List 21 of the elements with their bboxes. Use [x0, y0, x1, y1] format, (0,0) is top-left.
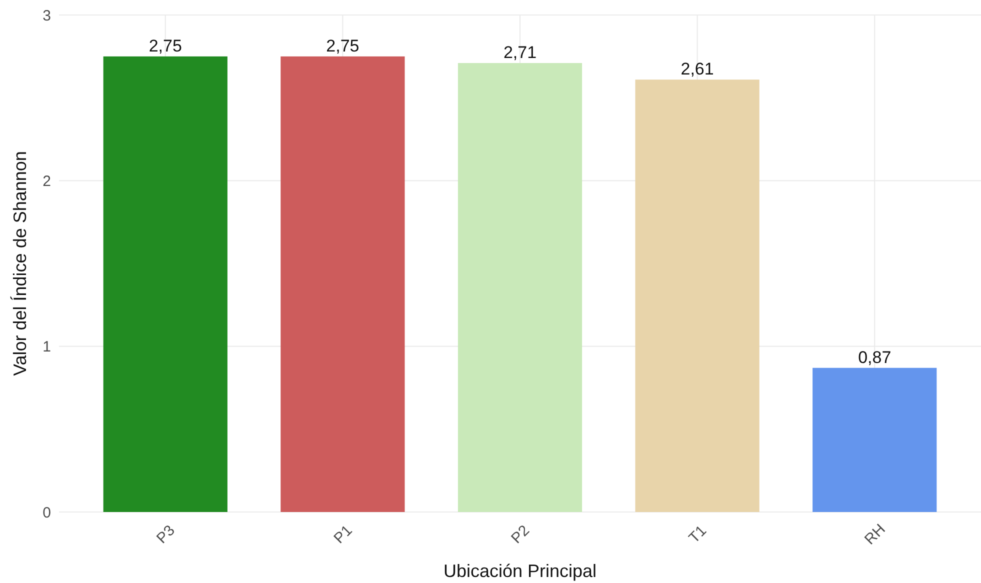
x-tick-label: P3 [153, 522, 178, 548]
data-label: 0,87 [858, 348, 892, 367]
bar [458, 63, 582, 512]
x-tick-label: RH [861, 520, 889, 548]
data-label: 2,75 [148, 36, 182, 56]
data-label: 2,61 [680, 60, 714, 79]
y-tick-label: 3 [42, 7, 51, 24]
x-tick-label: T1 [686, 522, 710, 547]
bar [635, 80, 760, 512]
data-label: 2,71 [503, 43, 537, 62]
y-axis-title: Valor del Índice de Shannon [10, 151, 30, 376]
y-tick-label: 0 [42, 504, 51, 522]
y-tick-label: 2 [42, 172, 51, 190]
y-tick-label: 1 [42, 338, 51, 356]
bar [812, 368, 937, 512]
x-tick-label: P2 [508, 522, 534, 548]
data-label: 2,75 [326, 36, 360, 56]
bar [280, 56, 405, 512]
bar [103, 56, 228, 512]
x-axis-title: Ubicación Principal [443, 561, 597, 581]
x-tick-label: P1 [330, 522, 356, 548]
